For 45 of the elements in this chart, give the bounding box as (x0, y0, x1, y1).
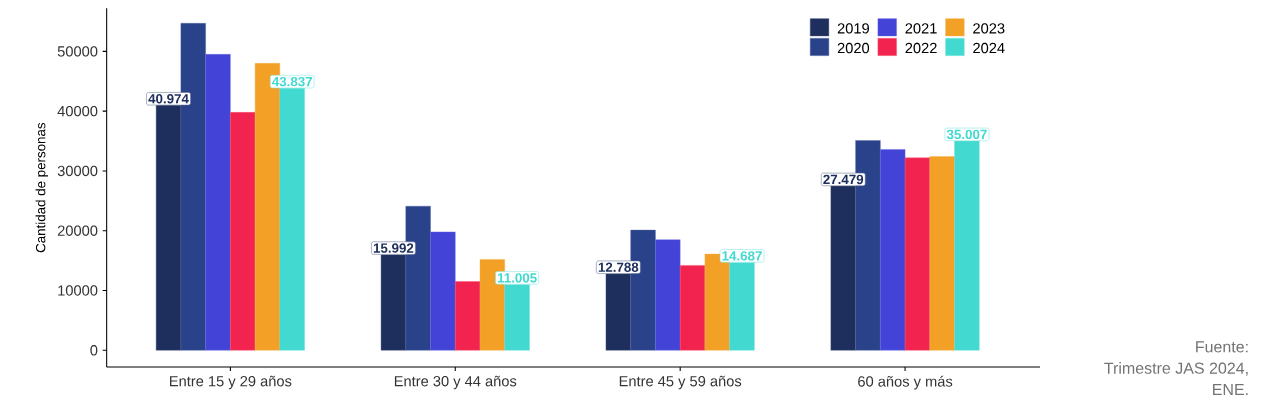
data-label: 11.005 (497, 273, 537, 283)
bar (954, 140, 980, 351)
bar (655, 239, 681, 351)
x-tick-label: Entre 30 y 44 años (394, 375, 517, 390)
y-tick-label: 30000 (57, 165, 98, 177)
legend-label: 2020 (837, 42, 870, 54)
y-tick-label: 0 (90, 345, 98, 356)
data-label: 43.837 (272, 76, 313, 87)
legend-label: 2021 (905, 23, 937, 34)
x-tick-label: Entre 15 y 29 años (170, 375, 292, 390)
bar (430, 231, 456, 351)
bar (279, 88, 305, 351)
bar (230, 112, 256, 351)
y-axis-title: Cantidad de personas (35, 122, 49, 253)
bar (455, 281, 481, 351)
bar (729, 262, 755, 351)
x-tick-label: 60 años y más (858, 375, 953, 390)
bar (205, 54, 231, 351)
text: ENE. (1213, 384, 1248, 395)
bar (155, 105, 182, 351)
y-tick-label: 50000 (57, 46, 98, 57)
y-tick-label: 40000 (57, 105, 98, 117)
bar (504, 284, 530, 351)
data-label: 12.788 (598, 262, 639, 272)
bar (605, 273, 631, 351)
bar (380, 254, 406, 351)
legend-label: 2022 (905, 42, 937, 54)
source-note: Fuente: (1196, 341, 1248, 353)
y-tick-label: 20000 (57, 225, 98, 236)
data-label: 14.687 (722, 251, 762, 261)
bar (830, 185, 856, 351)
bar (929, 156, 955, 351)
bar (880, 149, 906, 351)
bar (679, 265, 706, 351)
legend-label: 2019 (837, 23, 869, 34)
bar (904, 157, 931, 351)
text: Trimestre JAS 2024, (1104, 362, 1248, 376)
data-label: 15.992 (373, 243, 414, 253)
x-tick-label: Entre 45 y 59 años (619, 375, 742, 390)
data-label: 40.974 (148, 94, 189, 104)
y-tick-label: 10000 (58, 285, 98, 296)
data-label: 27.479 (823, 174, 864, 185)
legend-label: 2023 (973, 23, 1005, 34)
legend-label: 2024 (973, 42, 1005, 54)
data-label: 35.007 (946, 129, 987, 140)
